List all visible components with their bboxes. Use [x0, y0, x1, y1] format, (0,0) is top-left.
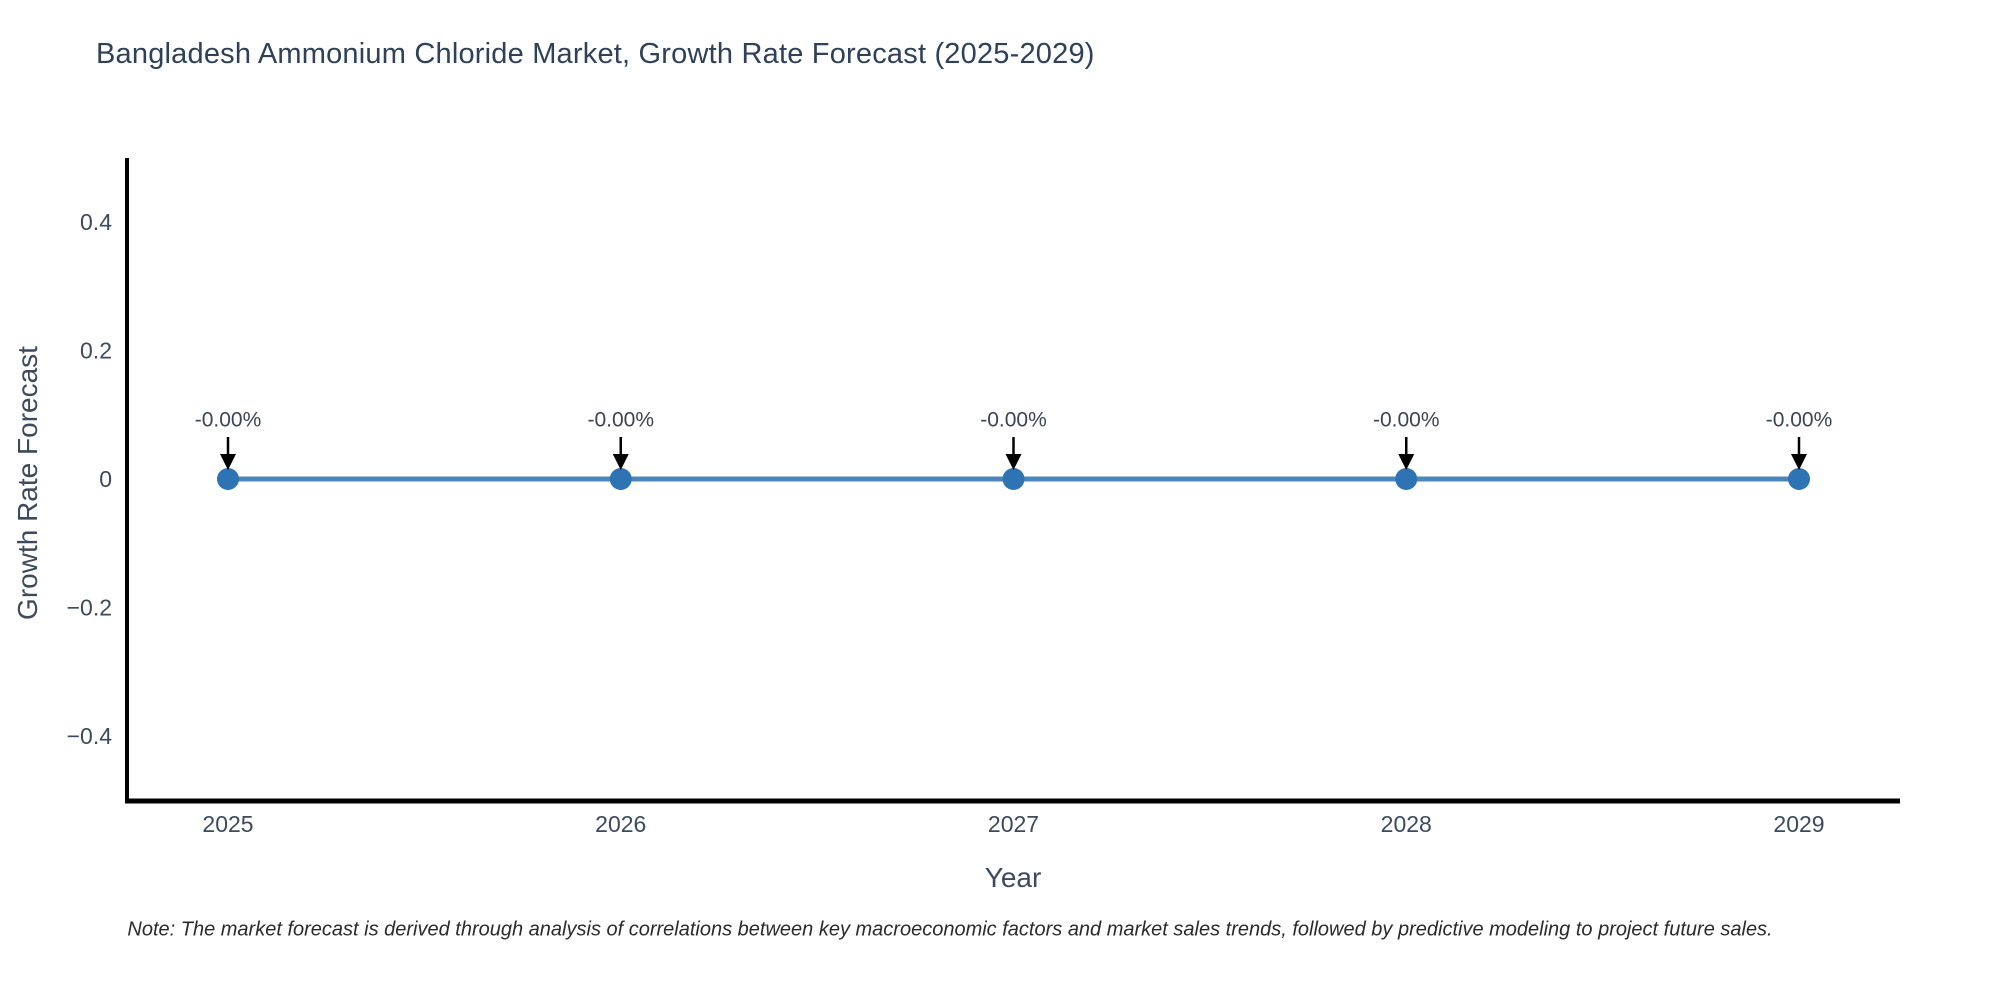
- annotation-arrowhead: [612, 454, 629, 470]
- annotation-arrowhead: [1791, 454, 1807, 470]
- y-tick-label: −0.2: [67, 595, 112, 621]
- y-tick-label: −0.4: [67, 723, 113, 749]
- annotation-arrowhead: [1005, 454, 1022, 470]
- point-annotation-label: -0.00%: [587, 409, 654, 432]
- point-annotation-label: -0.00%: [195, 409, 262, 432]
- data-point-marker: [1788, 468, 1810, 490]
- data-point-marker: [217, 468, 239, 490]
- y-tick-label: 0.4: [80, 209, 112, 235]
- point-annotation-label: -0.00%: [1766, 409, 1833, 432]
- x-tick-label: 2029: [1773, 811, 1824, 837]
- data-point-marker: [1002, 468, 1025, 490]
- data-point-marker: [609, 468, 632, 490]
- y-tick-label: 0: [99, 466, 112, 492]
- annotation-arrowhead: [1398, 454, 1415, 470]
- point-annotation-label: -0.00%: [1373, 409, 1440, 432]
- x-tick-label: 2028: [1381, 811, 1432, 837]
- x-tick-label: 2025: [202, 811, 253, 837]
- x-axis-title: Year: [984, 862, 1042, 893]
- point-annotation-label: -0.00%: [980, 409, 1047, 432]
- y-tick-label: 0.2: [80, 338, 112, 364]
- chart-title: Bangladesh Ammonium Chloride Market, Gro…: [96, 38, 1095, 70]
- x-tick-label: 2027: [988, 811, 1039, 837]
- annotation-arrowhead: [220, 454, 236, 470]
- x-tick-label: 2026: [595, 811, 646, 837]
- footnote: Note: The market forecast is derived thr…: [127, 918, 1773, 941]
- data-point-marker: [1395, 468, 1418, 490]
